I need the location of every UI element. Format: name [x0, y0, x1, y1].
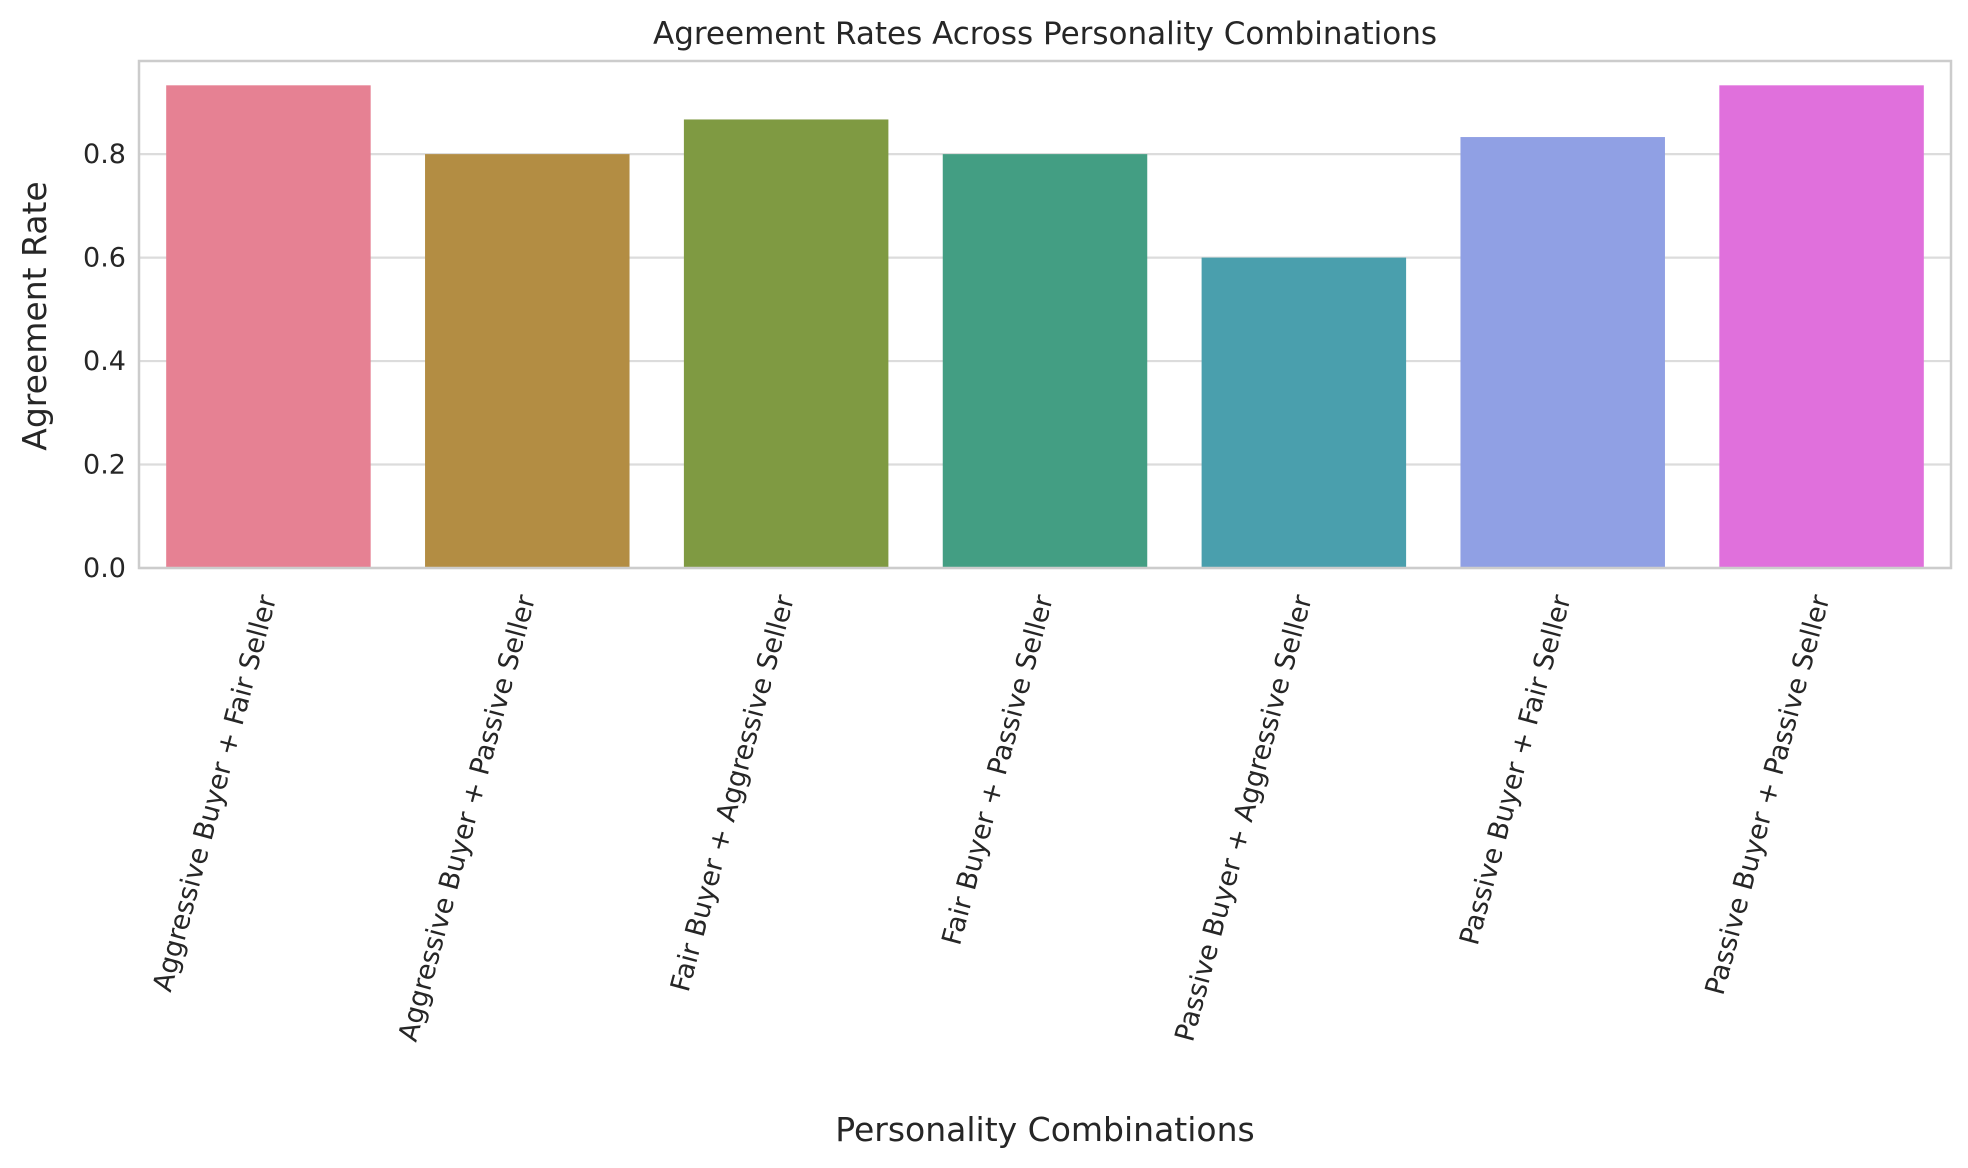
bar [166, 85, 371, 568]
x-tick-label: Passive Buyer + Aggressive Seller [1169, 591, 1318, 1045]
y-tick-label: 0.4 [83, 346, 126, 377]
y-tick-labels: 0.0 0.2 0.4 0.6 0.8 [83, 139, 126, 584]
x-tick-label: Fair Buyer + Passive Seller [936, 591, 1060, 948]
bar [1201, 257, 1407, 568]
x-tick-label: Aggressive Buyer + Passive Seller [393, 591, 542, 1045]
chart-title: Agreement Rates Across Personality Combi… [653, 16, 1437, 52]
bar [1719, 85, 1924, 568]
x-tick-label: Passive Buyer + Fair Seller [1454, 591, 1578, 948]
y-tick-label: 0.8 [83, 139, 126, 170]
bars [166, 85, 1924, 569]
plot-frame [137, 59, 1953, 570]
bar [425, 154, 630, 569]
x-tick-label: Aggressive Buyer + Fair Seller [147, 591, 283, 995]
bar [1460, 137, 1665, 569]
y-tick-label: 0.2 [83, 450, 126, 481]
x-axis-label: Personality Combinations [835, 1110, 1254, 1149]
x-tick-label: Passive Buyer + Passive Seller [1700, 591, 1837, 998]
bar [683, 119, 889, 568]
y-tick-label: 0.0 [83, 553, 126, 584]
x-tick-label: Fair Buyer + Aggressive Seller [665, 591, 801, 995]
y-tick-label: 0.6 [83, 243, 126, 274]
bar [942, 154, 1148, 569]
x-tick-labels: Aggressive Buyer + Fair Seller Aggressive… [147, 591, 1836, 1045]
y-axis-label: Agreement Rate [15, 181, 54, 450]
